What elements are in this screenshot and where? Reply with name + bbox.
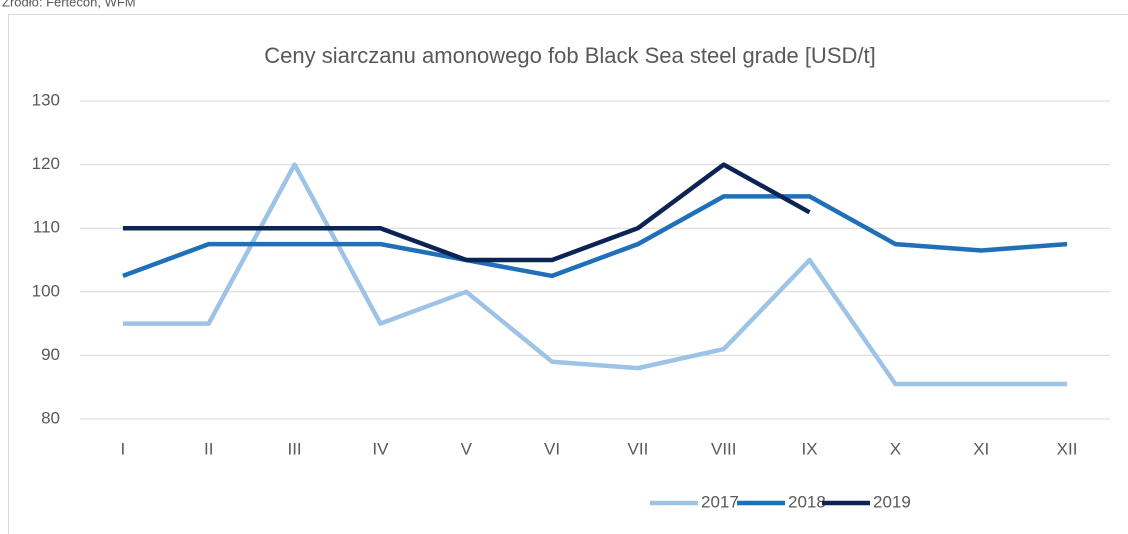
chart-title: Ceny siarczanu amonowego fob Black Sea s… [264,43,875,68]
x-tick-label: V [461,439,473,458]
x-tick-label: VIII [711,439,737,458]
series-line [122,162,811,263]
x-tick-label: III [287,439,301,458]
x-tick-label: XII [1057,439,1078,458]
chart-frame [8,14,1128,534]
legend-label: 2019 [873,492,911,511]
legend-label: 2018 [788,492,826,511]
y-tick-label: 90 [41,345,60,364]
x-tick-label: IX [802,439,818,458]
y-tick-label: 100 [32,281,60,300]
y-tick-label: 130 [32,90,60,109]
y-tick-label: 80 [41,408,60,427]
x-tick-label: IV [372,439,389,458]
x-tick-label: I [121,439,126,458]
legend-label: 2017 [701,492,739,511]
y-tick-label: 120 [32,154,60,173]
source-note: Źródło: Fertecon, WFM [2,0,136,9]
x-tick-label: X [890,439,901,458]
x-tick-label: II [204,439,213,458]
x-tick-label: VII [628,439,649,458]
series-line [122,194,1068,279]
x-tick-label: VI [544,439,560,458]
series-line [122,162,1068,387]
y-tick-label: 110 [33,218,60,237]
x-tick-label: XI [973,439,989,458]
